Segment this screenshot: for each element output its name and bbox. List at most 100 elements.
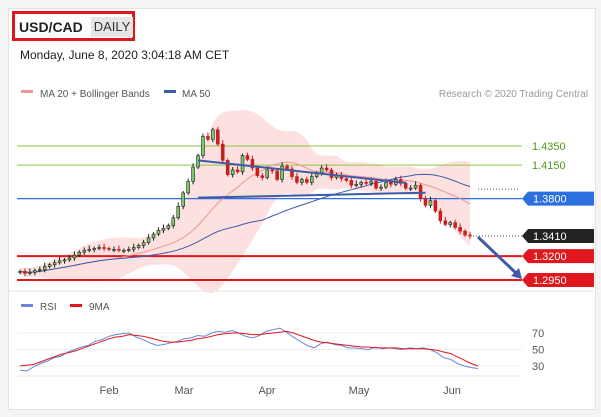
symbol-header[interactable]: USD/CAD DAILY <box>12 11 135 41</box>
candle-body <box>260 175 265 178</box>
candle-body <box>77 251 82 256</box>
candle-body <box>38 269 42 271</box>
x-tick-label: Mar <box>175 385 194 397</box>
level-tag <box>522 273 594 287</box>
candle-body <box>161 228 166 231</box>
candle-body <box>423 198 428 206</box>
timestamp: Monday, June 8, 2020 3:04:18 AM CET <box>20 48 230 62</box>
projection-arrow <box>476 235 520 277</box>
candle-body <box>290 168 294 177</box>
candle-body <box>146 237 151 243</box>
candle-body <box>42 266 47 270</box>
rsi-tick-label: 70 <box>532 328 544 340</box>
x-tick-label: Apr <box>258 385 275 397</box>
candle-body <box>201 136 205 156</box>
candle-body <box>112 249 116 251</box>
ma50-line <box>19 173 471 273</box>
candle-body <box>453 222 457 228</box>
candle-body <box>374 181 378 189</box>
candle-body <box>23 271 27 274</box>
candle-body <box>47 264 52 267</box>
candle-body <box>448 222 452 225</box>
candle-body <box>151 233 156 239</box>
candle-body <box>463 230 467 236</box>
level-label: 1.4350 <box>532 141 566 153</box>
x-tick-label: May <box>349 385 370 397</box>
ma20-legend-label: MA 20 + Bollinger Bands <box>40 89 150 100</box>
candle-body <box>389 182 393 185</box>
candle-body <box>468 234 472 237</box>
candle-body <box>354 183 359 186</box>
candle-body <box>403 183 408 189</box>
timeframe-badge[interactable]: DAILY <box>91 17 133 37</box>
candle-body <box>18 271 22 273</box>
projection-arrowhead <box>511 268 522 279</box>
candle-body <box>379 186 383 189</box>
rsi-tick-label: 50 <box>532 345 544 357</box>
candle-body <box>62 259 67 262</box>
candle-body <box>458 227 462 232</box>
candle-body <box>166 225 171 229</box>
candle-body <box>97 247 101 249</box>
level-tag <box>522 191 594 206</box>
candle-body <box>122 250 126 252</box>
rsi-legend-label: RSI <box>40 302 57 313</box>
candle-body <box>295 176 299 183</box>
candle-body <box>131 247 136 250</box>
candle-body <box>82 250 87 253</box>
level-tag <box>522 228 594 243</box>
candle-body <box>117 249 121 251</box>
candle-body <box>255 167 260 176</box>
x-tick-label: Feb <box>100 385 119 397</box>
candle-body <box>443 220 448 225</box>
candle-body <box>235 169 240 173</box>
candle-body <box>176 206 181 219</box>
upper-trendline <box>197 159 406 184</box>
candle-body <box>240 155 245 173</box>
rsi-line <box>19 327 479 372</box>
candle-body <box>186 181 190 194</box>
chart-panel <box>8 8 596 410</box>
candle-body <box>171 217 176 226</box>
ma50-legend-label: MA 50 <box>182 89 211 100</box>
rsi-legend-swatch <box>21 304 33 307</box>
candle-body <box>413 184 418 189</box>
level-tag <box>522 249 594 264</box>
candle-body <box>369 181 373 184</box>
candle-body <box>181 192 185 207</box>
candle-body <box>141 242 146 246</box>
candle-body <box>309 176 314 183</box>
candle-body <box>270 169 274 172</box>
ma9-legend-label: 9MA <box>89 302 110 313</box>
credit-text: Research © 2020 Trading Central <box>439 89 588 100</box>
candle-body <box>349 180 354 186</box>
candle-body <box>72 254 77 259</box>
rsi-plot: 70 50 30 <box>17 327 544 377</box>
candle-body <box>191 166 195 182</box>
candle-body <box>206 136 210 140</box>
candle-body <box>344 178 349 181</box>
x-axis: Feb Mar Apr May Jun <box>100 385 461 397</box>
level-label: 1.4150 <box>532 160 566 172</box>
candle-body <box>300 179 304 183</box>
level-label: 1.2950 <box>533 275 567 287</box>
bollinger-band <box>20 109 470 294</box>
ma50-legend-swatch <box>164 90 176 93</box>
candle-body <box>28 272 32 274</box>
candle-body <box>33 270 37 273</box>
candle-body <box>433 200 438 212</box>
level-label: 1.3410 <box>533 231 567 243</box>
candle-body <box>408 187 413 190</box>
rsi-ma-line <box>19 330 479 367</box>
lower-trendline <box>197 191 426 199</box>
candle-body <box>319 167 324 174</box>
candle-body <box>275 170 279 180</box>
candle-body <box>280 165 284 180</box>
candle-body <box>102 247 106 249</box>
candle-body <box>220 143 225 161</box>
ma9-legend-swatch <box>70 304 82 307</box>
candle-body <box>107 248 111 250</box>
candle-body <box>285 165 289 170</box>
candle-body <box>265 169 270 178</box>
